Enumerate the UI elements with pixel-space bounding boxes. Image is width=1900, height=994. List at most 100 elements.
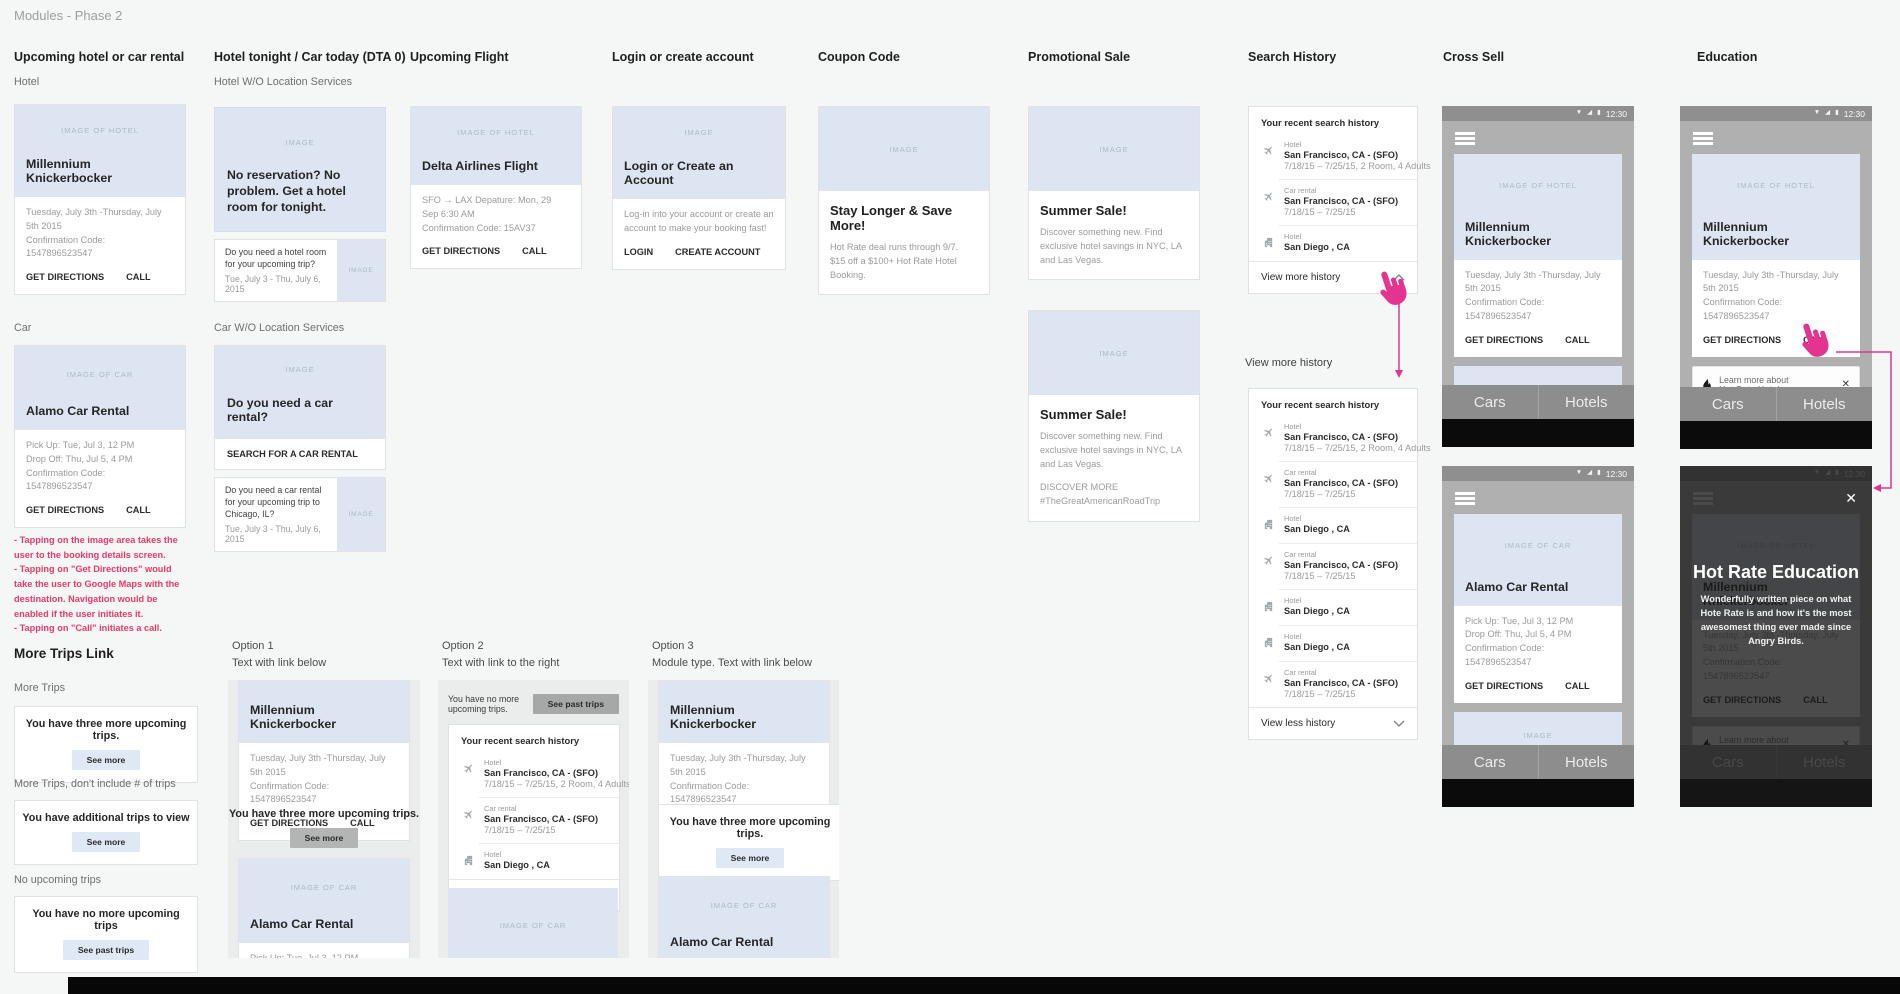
hotel-dates: Tuesday, July 3th -Thursday, July 5th 20…	[1703, 269, 1839, 294]
call-button[interactable]: CALL	[522, 246, 547, 257]
flight-image-placeholder[interactable]: IMAGE OF HOTEL	[411, 107, 581, 157]
coupon-card[interactable]: IMAGE Stay Longer & Save More! Hot Rate …	[818, 106, 990, 296]
image-placeholder: IMAGE	[1454, 365, 1622, 385]
search-history-item[interactable]: Hotel San Francisco, CA - (SFO) 7/18/15 …	[449, 751, 629, 797]
tab-hotels[interactable]: Hotels	[1775, 387, 1873, 421]
discover-more-link[interactable]: DISCOVER MORE	[1040, 482, 1119, 493]
car-today-card[interactable]: IMAGE Do you need a car rental? SEARCH F…	[214, 345, 386, 470]
call-button[interactable]: CALL	[1565, 680, 1590, 691]
search-history-item[interactable]: Car rental San Francisco, CA - (SFO) 7/1…	[1249, 179, 1417, 225]
car-trip-question-card[interactable]: Do you need a car rental for your upcomi…	[214, 477, 386, 552]
see-more-button[interactable]: See more	[71, 832, 141, 852]
flight-title: Delta Airlines Flight	[411, 157, 581, 185]
chevron-down-icon[interactable]	[1393, 720, 1405, 727]
search-history-item[interactable]: Hotel San Diego , CA	[449, 843, 619, 879]
car-module-card[interactable]: IMAGE OF CAR Alamo Car Rental Pick Up: T…	[1454, 513, 1622, 703]
see-more-button[interactable]: See more	[715, 848, 785, 868]
see-more-button[interactable]: See more	[289, 828, 359, 848]
hotel-prompt-card[interactable]: IMAGE Need a hotel for your trip? FIND A…	[1454, 711, 1622, 745]
call-button[interactable]: CALL	[1565, 334, 1590, 345]
view-less-history-row[interactable]: View less history	[1249, 707, 1417, 739]
tab-hotels[interactable]: Hotels	[1537, 745, 1635, 779]
see-more-button[interactable]: See more	[71, 750, 141, 770]
car-image-placeholder[interactable]: IMAGE OF CAR	[1454, 513, 1622, 578]
hotel-details: Tuesday, July 3th -Thursday, July 5th 20…	[15, 197, 185, 261]
search-history-item[interactable]: Hotel San Diego , CA	[1249, 625, 1417, 661]
search-history-item[interactable]: Hotel San Diego , CA	[1249, 225, 1417, 261]
hotel-title: Millennium Knickerbocker	[239, 701, 409, 743]
promo-card[interactable]: IMAGE Summer Sale! Discover something ne…	[1028, 106, 1200, 281]
login-card[interactable]: IMAGE Login or Create an Account Log-in …	[612, 106, 786, 270]
hotel-tonight-card[interactable]: IMAGE No reservation? No problem. Get a …	[214, 107, 386, 232]
view-more-history-row[interactable]: View more history	[1249, 261, 1417, 293]
promo-title: Summer Sale!	[1040, 203, 1127, 218]
search-history-item[interactable]: Car rental San Francisco, CA - (SFO) 7/1…	[1249, 461, 1417, 507]
more-trips-inline: You have three more upcoming trips. See …	[228, 808, 420, 848]
search-history-item[interactable]: Car rental San Francisco, CA - (SFO) 7/1…	[1249, 661, 1417, 707]
hashtag-link[interactable]: #TheGreatAmericanRoadTrip	[1040, 496, 1161, 507]
call-button[interactable]: CALL	[350, 818, 375, 829]
hot-rate-education-banner[interactable]: Learn more about Hot Rate Hotels ✕	[1692, 365, 1860, 387]
hotel-module-card[interactable]: Millennium Knickerbocker Tuesday, July 3…	[238, 680, 410, 842]
tab-cars[interactable]: Cars	[1473, 393, 1506, 411]
close-icon[interactable]: ✕	[1841, 379, 1850, 387]
login-button[interactable]: LOGIN	[624, 246, 654, 257]
hotel-module-card[interactable]: IMAGE OF HOTEL Millennium Knickerbocker …	[1692, 153, 1860, 357]
call-button[interactable]: CALL	[126, 505, 151, 516]
get-directions-button[interactable]: GET DIRECTIONS	[1465, 334, 1544, 345]
get-directions-button[interactable]: GET DIRECTIONS	[1703, 334, 1782, 345]
car-confirmation: Confirmation Code: 1547896523547	[26, 467, 106, 492]
search-history-item[interactable]: Hotel San Francisco, CA - (SFO) 7/18/15 …	[1249, 133, 1431, 179]
create-account-button[interactable]: CREATE ACCOUNT	[675, 246, 761, 257]
tab-cars[interactable]: Cars	[1711, 395, 1744, 413]
close-icon[interactable]: ✕	[1845, 490, 1857, 506]
option3-subtitle: Module type. Text with link below	[652, 656, 812, 669]
hotel-trip-question-card[interactable]: Do you need a hotel room for your upcomi…	[214, 239, 386, 302]
hotel-image-placeholder[interactable]: IMAGE OF HOTEL	[1454, 153, 1622, 218]
car-rental-prompt-card[interactable]: IMAGE Do you need a car rental? SEARCH F…	[1454, 365, 1622, 385]
search-car-rental-button[interactable]: SEARCH FOR A CAR RENTAL	[215, 439, 385, 469]
tab-cars[interactable]: Cars	[1473, 753, 1506, 771]
chevron-up-icon[interactable]	[1393, 274, 1405, 281]
search-type-icon	[1261, 514, 1276, 535]
get-directions-button[interactable]: GET DIRECTIONS	[26, 272, 105, 283]
menu-icon[interactable]	[1455, 132, 1475, 145]
call-button[interactable]: CALL	[1803, 334, 1828, 345]
search-history-item[interactable]: Hotel San Francisco, CA - (SFO) 7/18/15 …	[1249, 415, 1431, 461]
get-directions-button[interactable]: GET DIRECTIONS	[26, 505, 105, 516]
tab-hotels[interactable]: Hotels	[1537, 385, 1635, 419]
menu-icon[interactable]	[1693, 132, 1713, 145]
bottom-tab-bar: Cars Hotels	[1442, 385, 1634, 419]
car-module-card[interactable]: IMAGE OF CAR Alamo Car Rental Pick Up: T…	[238, 858, 410, 958]
promo-links: DISCOVER MORE #TheGreatAmericanRoadTrip	[1029, 477, 1199, 521]
section-education: Education	[1697, 50, 1758, 64]
hotel-confirmation: Confirmation Code: 1547896523547	[1703, 297, 1783, 321]
upcoming-flight-card[interactable]: IMAGE OF HOTEL Delta Airlines Flight SFO…	[410, 106, 582, 270]
car-details: Pick Up: Tue, Jul 3, 12 PM Drop Off: Thu…	[1454, 606, 1622, 670]
get-directions-button[interactable]: GET DIRECTIONS	[250, 818, 329, 829]
search-history-item[interactable]: Hotel San Diego , CA	[1249, 507, 1417, 543]
promo-card-with-links[interactable]: IMAGE Summer Sale! Discover something ne…	[1028, 310, 1200, 522]
car-pickup: Pick Up: Tue, Jul 3, 12 PM	[26, 440, 135, 450]
image-placeholder: IMAGE	[285, 137, 315, 147]
upcoming-hotel-card[interactable]: IMAGE OF HOTEL Millennium Knickerbocker …	[14, 104, 186, 296]
car-pickup: Pick Up: Tue, Jul 3, 12 PM	[1465, 615, 1574, 626]
hotel-image-placeholder[interactable]: IMAGE OF HOTEL	[15, 105, 185, 155]
search-history-item[interactable]: Car rental San Francisco, CA - (SFO) 7/1…	[449, 797, 619, 843]
search-history-item[interactable]: Hotel San Diego , CA	[1249, 589, 1417, 625]
car-module-card[interactable]: IMAGE OF CAR Alamo Car Rental Pick Up: T…	[658, 876, 830, 958]
see-past-trips-button[interactable]: See past trips	[532, 694, 619, 714]
hotel-module-card[interactable]: IMAGE OF HOTEL Millennium Knickerbocker …	[1454, 153, 1622, 357]
see-past-trips-button[interactable]: See past trips	[62, 940, 150, 960]
bottom-tab-bar: Cars Hotels	[1680, 387, 1872, 421]
option1-panel: Millennium Knickerbocker Tuesday, July 3…	[228, 680, 420, 958]
search-history-item[interactable]: Car rental San Francisco, CA - (SFO) 7/1…	[1249, 543, 1417, 589]
menu-icon[interactable]	[1455, 492, 1475, 505]
car-image-placeholder[interactable]: IMAGE OF CAR	[15, 346, 185, 402]
upcoming-car-card[interactable]: IMAGE OF CAR Alamo Car Rental Pick Up: T…	[14, 345, 186, 529]
hotel-image-placeholder[interactable]: IMAGE OF HOTEL	[1692, 153, 1860, 218]
get-directions-button[interactable]: GET DIRECTIONS	[422, 246, 501, 257]
get-directions-button[interactable]: GET DIRECTIONS	[1465, 680, 1544, 691]
note-line: - Tapping on the image area takes the us…	[14, 535, 178, 560]
call-button[interactable]: CALL	[126, 272, 151, 283]
